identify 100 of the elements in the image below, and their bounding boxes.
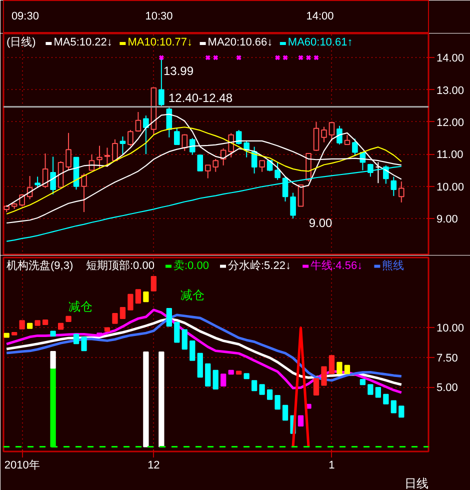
legend-label: MA60:10.61↑ xyxy=(288,36,353,48)
y-tick-label: 7.50 xyxy=(436,352,458,364)
bar xyxy=(19,320,25,330)
bar xyxy=(166,308,172,327)
bar xyxy=(34,320,40,326)
text: 09:30 xyxy=(11,10,39,22)
bar xyxy=(4,332,10,338)
bar xyxy=(390,400,396,414)
bar xyxy=(81,336,87,352)
candlestick xyxy=(336,125,342,145)
annotation: 12.40-12.48 xyxy=(168,91,233,105)
text: 14:00 xyxy=(306,10,334,22)
bar xyxy=(150,276,157,292)
bar xyxy=(383,394,389,404)
annotation: 9.00 xyxy=(308,216,333,230)
bar xyxy=(328,355,335,374)
bar xyxy=(205,363,211,387)
bar xyxy=(236,370,242,375)
bar xyxy=(50,330,56,337)
candlestick xyxy=(328,121,335,142)
bar xyxy=(259,384,265,395)
candlestick xyxy=(66,132,72,171)
bar xyxy=(143,292,149,302)
bar xyxy=(190,340,196,361)
bar xyxy=(73,334,80,344)
bar xyxy=(112,312,118,324)
annotation: 短期顶部:0.00 xyxy=(86,259,154,272)
bar xyxy=(182,329,188,350)
bar xyxy=(12,332,18,336)
candlestick xyxy=(344,134,350,145)
y-tick-label: 12.00 xyxy=(436,116,464,129)
y-tick-label: 11.00 xyxy=(436,149,464,162)
candlestick xyxy=(375,162,382,184)
candlestick xyxy=(390,176,397,196)
legend-label: 牛线:4.56↓ xyxy=(310,259,363,272)
legend-label: 熊线 xyxy=(382,259,404,272)
annotation: 减仓 xyxy=(68,300,92,314)
bar xyxy=(274,395,280,410)
bar xyxy=(135,289,142,304)
bar xyxy=(212,370,218,390)
legend-label: 分水岭:5.22↓ xyxy=(228,259,291,272)
bar xyxy=(313,378,320,396)
bar xyxy=(336,362,342,374)
bar xyxy=(360,378,366,386)
candlestick xyxy=(182,134,188,152)
bar xyxy=(158,352,164,448)
bar xyxy=(298,415,304,427)
bar xyxy=(197,352,203,378)
bar xyxy=(128,294,134,310)
bar xyxy=(66,316,72,322)
annotation: 13.99 xyxy=(163,64,194,78)
bar xyxy=(344,364,350,374)
bar xyxy=(251,380,258,392)
x-tick-label: 1 xyxy=(328,460,335,472)
bar xyxy=(174,322,180,343)
candlestick xyxy=(313,121,320,152)
x-tick-label: 2010年 xyxy=(4,460,40,472)
annotation: 减仓 xyxy=(180,288,204,302)
candlestick xyxy=(143,115,149,155)
y-tick-label: 10.00 xyxy=(436,181,464,194)
candlestick xyxy=(352,138,358,156)
line-series xyxy=(6,166,402,242)
y-tick-label: 9.00 xyxy=(436,214,458,226)
candlestick xyxy=(42,153,48,188)
candlestick xyxy=(135,112,142,132)
bar xyxy=(375,386,382,398)
bar xyxy=(42,319,48,326)
bar xyxy=(398,406,404,418)
candlestick xyxy=(398,181,404,203)
bar xyxy=(143,352,149,448)
candlestick xyxy=(120,136,126,155)
y-tick-label: 5.00 xyxy=(436,382,458,394)
text: 10:30 xyxy=(145,10,173,22)
x-tick-label: 12 xyxy=(148,460,160,472)
bar xyxy=(220,374,226,387)
bar xyxy=(228,370,234,375)
bar xyxy=(321,366,327,386)
candlestick xyxy=(128,130,134,147)
candlestick xyxy=(259,160,265,172)
candlestick xyxy=(174,128,180,145)
bar xyxy=(58,322,64,330)
bar xyxy=(104,327,110,332)
candlestick xyxy=(81,172,87,213)
candlestick xyxy=(274,162,280,180)
chart-title: 机构洗盘(9,3) xyxy=(6,259,74,272)
bar xyxy=(50,351,56,369)
candlestick xyxy=(104,147,110,168)
candlestick xyxy=(197,154,204,172)
bar xyxy=(244,373,250,380)
candlestick xyxy=(112,138,118,162)
bar xyxy=(27,322,33,329)
bar xyxy=(120,306,126,320)
legend-label: 卖:0.00 xyxy=(174,259,209,272)
chart-title: (日线) xyxy=(6,36,36,48)
legend-label: MA20:10.66↓ xyxy=(208,36,273,48)
bar xyxy=(282,404,288,421)
y-tick-label: 14.00 xyxy=(436,52,464,65)
bar xyxy=(368,384,374,395)
candlestick xyxy=(34,176,40,188)
candlestick xyxy=(189,138,196,156)
